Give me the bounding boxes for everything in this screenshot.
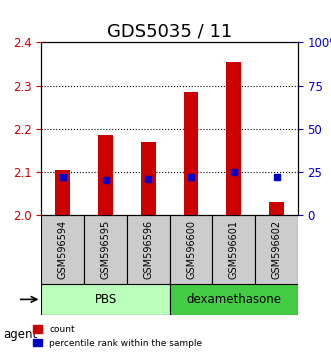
Bar [226, 62, 241, 215]
Text: GSM596595: GSM596595 [101, 219, 111, 279]
FancyBboxPatch shape [84, 215, 127, 284]
FancyBboxPatch shape [213, 215, 255, 284]
Bar [141, 142, 156, 215]
Text: GSM596596: GSM596596 [143, 220, 153, 279]
FancyBboxPatch shape [41, 284, 169, 315]
Bar [55, 170, 70, 215]
Legend: count, percentile rank within the sample: count, percentile rank within the sample [31, 323, 204, 349]
Text: agent: agent [3, 328, 37, 341]
Bar [98, 135, 113, 215]
FancyBboxPatch shape [255, 215, 298, 284]
Text: GSM596601: GSM596601 [229, 220, 239, 279]
Text: GSM596594: GSM596594 [58, 220, 68, 279]
Bar [269, 202, 284, 215]
Text: GSM596602: GSM596602 [271, 220, 282, 279]
FancyBboxPatch shape [127, 215, 169, 284]
Bar [183, 92, 199, 215]
FancyBboxPatch shape [169, 284, 298, 315]
Title: GDS5035 / 11: GDS5035 / 11 [107, 23, 232, 41]
FancyBboxPatch shape [169, 215, 213, 284]
Text: GSM596600: GSM596600 [186, 220, 196, 279]
Text: PBS: PBS [94, 293, 117, 306]
FancyBboxPatch shape [41, 215, 84, 284]
Text: dexamethasone: dexamethasone [186, 293, 281, 306]
